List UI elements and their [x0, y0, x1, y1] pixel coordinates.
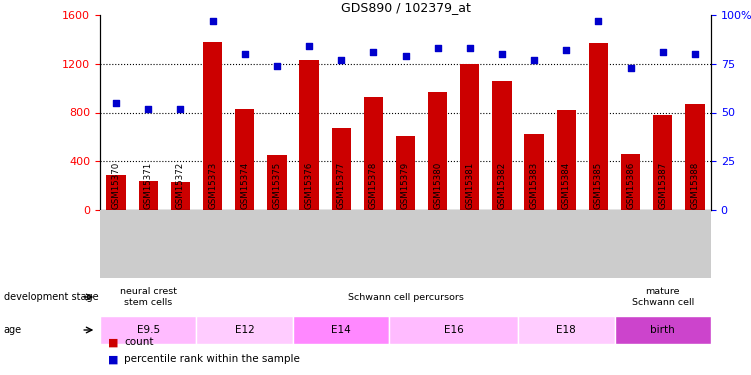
Point — [367, 49, 379, 55]
Title: GDS890 / 102379_at: GDS890 / 102379_at — [340, 1, 470, 14]
Bar — [556, 110, 576, 210]
Point — [464, 45, 476, 51]
Bar — [589, 43, 608, 210]
Point — [303, 43, 315, 49]
Point — [239, 51, 251, 57]
Point — [174, 106, 186, 112]
Point — [207, 18, 219, 24]
Text: neural crest
stem cells: neural crest stem cells — [119, 287, 176, 307]
Point — [560, 47, 572, 53]
Bar — [293, 316, 390, 344]
Text: ■: ■ — [107, 338, 118, 347]
Bar — [235, 109, 255, 210]
Text: birth: birth — [650, 325, 675, 335]
Bar — [203, 42, 222, 210]
Bar — [331, 128, 351, 210]
Text: E18: E18 — [556, 325, 576, 335]
Bar — [139, 182, 158, 210]
Text: E12: E12 — [235, 325, 255, 335]
Bar — [460, 64, 479, 210]
Point — [142, 106, 154, 112]
Point — [528, 57, 540, 63]
Text: ■: ■ — [107, 354, 118, 364]
Text: count: count — [124, 338, 153, 347]
Bar — [614, 316, 711, 344]
Point — [689, 51, 701, 57]
Bar — [685, 104, 704, 210]
Bar — [363, 97, 383, 210]
Text: Schwann cell percursors: Schwann cell percursors — [348, 292, 463, 302]
Point — [400, 53, 412, 59]
Point — [110, 100, 122, 106]
Text: E16: E16 — [444, 325, 463, 335]
Text: percentile rank within the sample: percentile rank within the sample — [124, 354, 300, 364]
Bar — [107, 175, 125, 210]
Point — [496, 51, 508, 57]
Bar — [518, 316, 614, 344]
Text: E14: E14 — [331, 325, 351, 335]
Text: development stage: development stage — [4, 292, 98, 302]
Point — [432, 45, 444, 51]
Bar — [100, 316, 197, 344]
Text: age: age — [4, 325, 22, 335]
Point — [657, 49, 669, 55]
Point — [593, 18, 605, 24]
Point — [625, 64, 637, 70]
Point — [271, 63, 283, 69]
Text: mature
Schwann cell: mature Schwann cell — [632, 287, 694, 307]
Bar — [396, 136, 415, 210]
Bar — [197, 316, 293, 344]
Bar — [524, 134, 544, 210]
Text: E9.5: E9.5 — [137, 325, 160, 335]
Bar — [621, 154, 641, 210]
Bar — [170, 182, 190, 210]
Bar — [653, 115, 672, 210]
Point — [335, 57, 347, 63]
Bar — [428, 92, 448, 210]
Bar — [300, 60, 318, 210]
Bar — [390, 316, 518, 344]
Bar — [267, 155, 287, 210]
Bar — [493, 81, 511, 210]
